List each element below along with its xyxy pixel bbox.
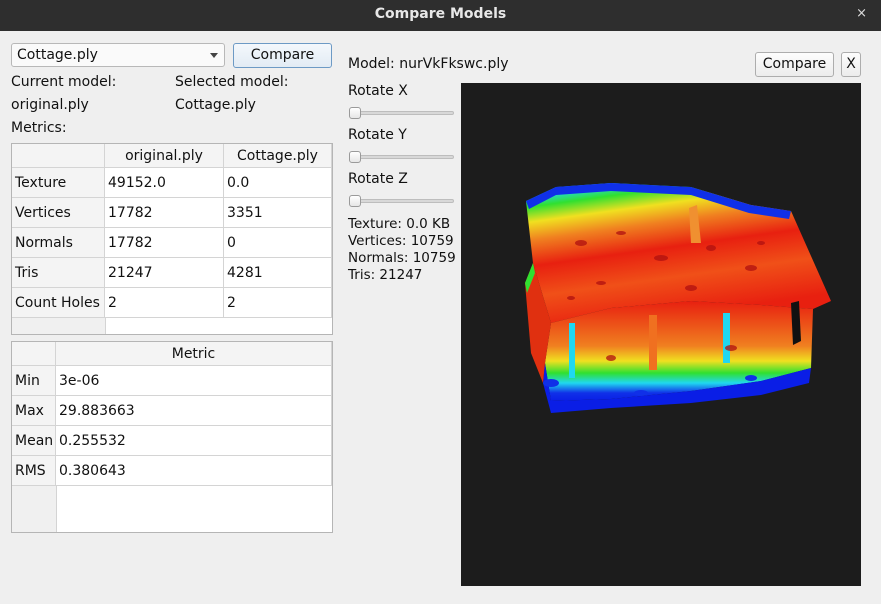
compare-button-right[interactable]: Compare bbox=[755, 52, 834, 77]
rotate-z-handle[interactable] bbox=[349, 195, 361, 207]
rotate-y-label: Rotate Y bbox=[348, 127, 407, 143]
row-header[interactable]: RMS bbox=[12, 456, 56, 486]
column-header[interactable]: Cottage.ply bbox=[224, 144, 332, 168]
table-cell[interactable]: 21247 bbox=[105, 258, 224, 288]
rotate-x-handle[interactable] bbox=[349, 107, 361, 119]
table-cell[interactable]: 0.380643 bbox=[56, 456, 332, 486]
table-cell[interactable]: 17782 bbox=[105, 198, 224, 228]
column-header[interactable]: Metric bbox=[56, 342, 332, 366]
table-corner bbox=[12, 342, 56, 366]
table-cell[interactable]: 4281 bbox=[224, 258, 332, 288]
current-model-label: Current model: bbox=[11, 74, 117, 90]
table-cell[interactable]: 0.255532 bbox=[56, 426, 332, 456]
selected-model-value: Cottage.ply bbox=[175, 97, 256, 113]
row-header[interactable]: Max bbox=[12, 396, 56, 426]
info-vertices: Vertices: 10759 bbox=[348, 233, 454, 249]
row-header[interactable]: Tris bbox=[12, 258, 105, 288]
row-header[interactable]: Vertices bbox=[12, 198, 105, 228]
rotate-x-slider[interactable] bbox=[349, 111, 454, 115]
rotate-z-slider[interactable] bbox=[349, 199, 454, 203]
table-cell[interactable]: 3e-06 bbox=[56, 366, 332, 396]
table-cell[interactable]: 3351 bbox=[224, 198, 332, 228]
rotate-y-handle[interactable] bbox=[349, 151, 361, 163]
metric-table[interactable]: Metric Min 3e-06 Max 29.883663 Mean 0.25… bbox=[11, 341, 333, 533]
row-header[interactable]: Texture bbox=[12, 168, 105, 198]
row-header-filler bbox=[12, 318, 106, 334]
table-cell[interactable]: 2 bbox=[224, 288, 332, 318]
model-viewport[interactable] bbox=[461, 83, 861, 586]
column-header[interactable]: original.ply bbox=[105, 144, 224, 168]
row-header[interactable]: Count Holes bbox=[12, 288, 105, 318]
info-tris: Tris: 21247 bbox=[348, 267, 423, 283]
rotate-y-slider[interactable] bbox=[349, 155, 454, 159]
compare-button[interactable]: Compare bbox=[233, 43, 332, 68]
row-header[interactable]: Min bbox=[12, 366, 56, 396]
chevron-down-icon bbox=[210, 53, 218, 58]
table-cell[interactable]: 49152.0 bbox=[105, 168, 224, 198]
table-cell[interactable]: 0.0 bbox=[224, 168, 332, 198]
rotate-z-label: Rotate Z bbox=[348, 171, 408, 187]
row-header[interactable]: Normals bbox=[12, 228, 105, 258]
info-normals: Normals: 10759 bbox=[348, 250, 456, 266]
model-name-label: Model: nurVkFkswc.ply bbox=[348, 56, 509, 72]
table-cell[interactable]: 29.883663 bbox=[56, 396, 332, 426]
row-header[interactable]: Mean bbox=[12, 426, 56, 456]
info-texture: Texture: 0.0 KB bbox=[348, 216, 451, 232]
table-cell[interactable]: 17782 bbox=[105, 228, 224, 258]
rotate-x-label: Rotate X bbox=[348, 83, 408, 99]
current-model-value: original.ply bbox=[11, 97, 89, 113]
row-header-filler bbox=[12, 486, 57, 532]
title-bar: Compare Models × bbox=[0, 0, 881, 31]
model-select[interactable]: Cottage.ply bbox=[11, 43, 225, 67]
table-cell[interactable]: 2 bbox=[105, 288, 224, 318]
table-corner bbox=[12, 144, 105, 168]
table-cell[interactable]: 0 bbox=[224, 228, 332, 258]
model-select-value: Cottage.ply bbox=[17, 47, 98, 63]
window-title: Compare Models bbox=[374, 6, 507, 22]
close-viewer-button[interactable]: X bbox=[841, 52, 861, 77]
heatmap-model-render bbox=[525, 183, 831, 413]
metrics-label: Metrics: bbox=[11, 120, 67, 136]
stats-table[interactable]: original.ply Cottage.ply Texture 49152.0… bbox=[11, 143, 333, 335]
close-icon[interactable]: × bbox=[856, 6, 867, 21]
selected-model-label: Selected model: bbox=[175, 74, 289, 90]
